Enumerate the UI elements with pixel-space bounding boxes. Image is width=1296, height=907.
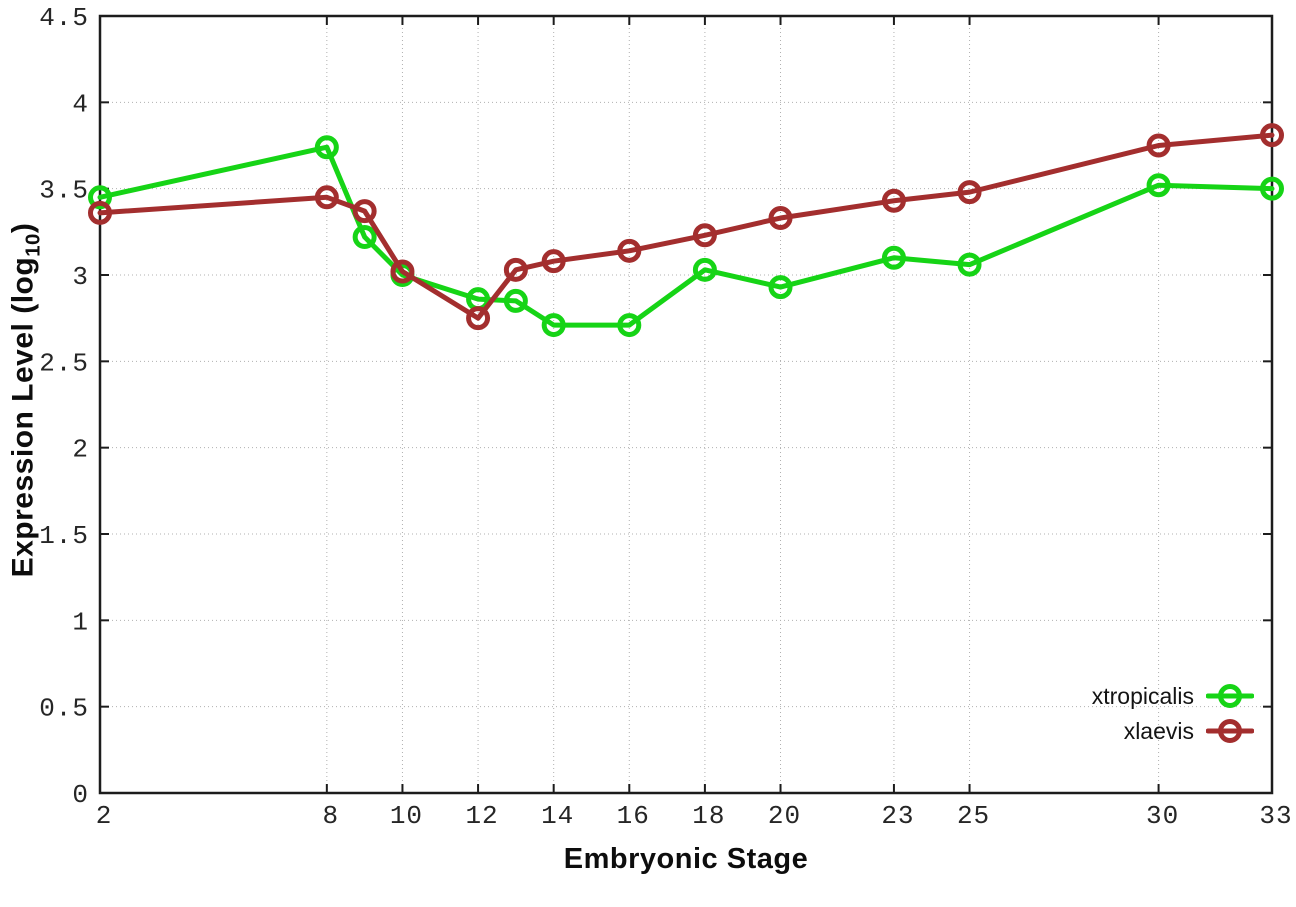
y-tick-label: 4 [72, 89, 89, 119]
x-tick-label: 20 [768, 801, 801, 831]
x-tick-label: 25 [957, 801, 990, 831]
series-line-xtropicalis [97, 144, 1275, 328]
data-point-xtropicalis [541, 313, 566, 338]
y-tick-label: 4.5 [39, 3, 89, 33]
data-point-xtropicalis [352, 225, 377, 250]
legend-point-xtropicalis [1218, 684, 1242, 708]
x-tick-label: 10 [390, 801, 423, 831]
data-point-xlaevis [1146, 133, 1171, 158]
x-tick-label: 30 [1146, 801, 1179, 831]
y-tick-label: 3 [72, 262, 89, 292]
y-axis-title: Expression Level (log10) [7, 223, 46, 578]
data-point-xlaevis [1260, 123, 1284, 148]
x-tick-label: 8 [323, 801, 340, 831]
plot-border [98, 14, 1274, 795]
data-point-xlaevis [390, 259, 415, 284]
data-point-xlaevis [466, 306, 491, 331]
data-point-xlaevis [541, 249, 566, 274]
data-point-xlaevis [617, 238, 642, 263]
x-tick-label: 16 [617, 801, 650, 831]
legend-item-xtropicalis: xtropicalis [1092, 680, 1254, 713]
y-tick-label: 3.5 [39, 176, 89, 206]
data-point-xlaevis [881, 188, 906, 213]
data-point-xlaevis [503, 257, 528, 282]
data-point-xtropicalis [881, 245, 906, 270]
x-tick-label: 23 [881, 801, 914, 831]
legend: xtropicalis xlaevis [1092, 680, 1254, 748]
data-point-xlaevis [314, 185, 339, 210]
legend-marker-xtropicalis [1206, 684, 1254, 708]
legend-label-xlaevis: xlaevis [1123, 718, 1194, 744]
x-tick-label: 12 [465, 801, 498, 831]
x-tick-label: 33 [1259, 801, 1292, 831]
y-tick-label: 0 [72, 780, 89, 810]
y-axis-title-close: ) [6, 222, 40, 234]
series-line-xlaevis [97, 132, 1275, 321]
legend-item-xlaevis: xlaevis [1124, 715, 1254, 748]
y-axis-title-subscript: 10 [22, 233, 45, 257]
data-point-xlaevis [352, 199, 377, 224]
data-point-xlaevis [768, 206, 793, 231]
y-tick-label: 2.5 [39, 348, 89, 378]
y-axis-title-text: Expression Level (log [6, 256, 40, 578]
y-tick-label: 1.5 [39, 521, 89, 551]
data-point-xlaevis [692, 223, 717, 248]
legend-marker-xlaevis [1206, 719, 1254, 743]
data-point-xlaevis [88, 200, 112, 225]
x-axis-title: Embryonic Stage [563, 843, 809, 875]
data-point-xtropicalis [314, 135, 339, 160]
data-point-xlaevis [957, 180, 982, 205]
data-point-xtropicalis [617, 313, 642, 338]
x-tick-label: 18 [692, 801, 725, 831]
data-point-xtropicalis [1146, 173, 1171, 198]
y-tick-label: 2 [72, 435, 89, 465]
x-tick-label: 2 [96, 801, 113, 831]
data-point-xtropicalis [88, 185, 112, 210]
y-tick-label: 1 [72, 607, 89, 637]
data-point-xtropicalis [768, 275, 793, 300]
legend-label-xtropicalis: xtropicalis [1091, 683, 1194, 709]
data-point-xtropicalis [957, 252, 982, 277]
data-point-xtropicalis [503, 288, 528, 313]
legend-point-xlaevis [1218, 719, 1242, 743]
data-point-xtropicalis [692, 257, 717, 282]
y-tick-label: 0.5 [39, 694, 89, 724]
data-point-xtropicalis [1260, 176, 1284, 201]
x-tick-label: 14 [541, 801, 574, 831]
